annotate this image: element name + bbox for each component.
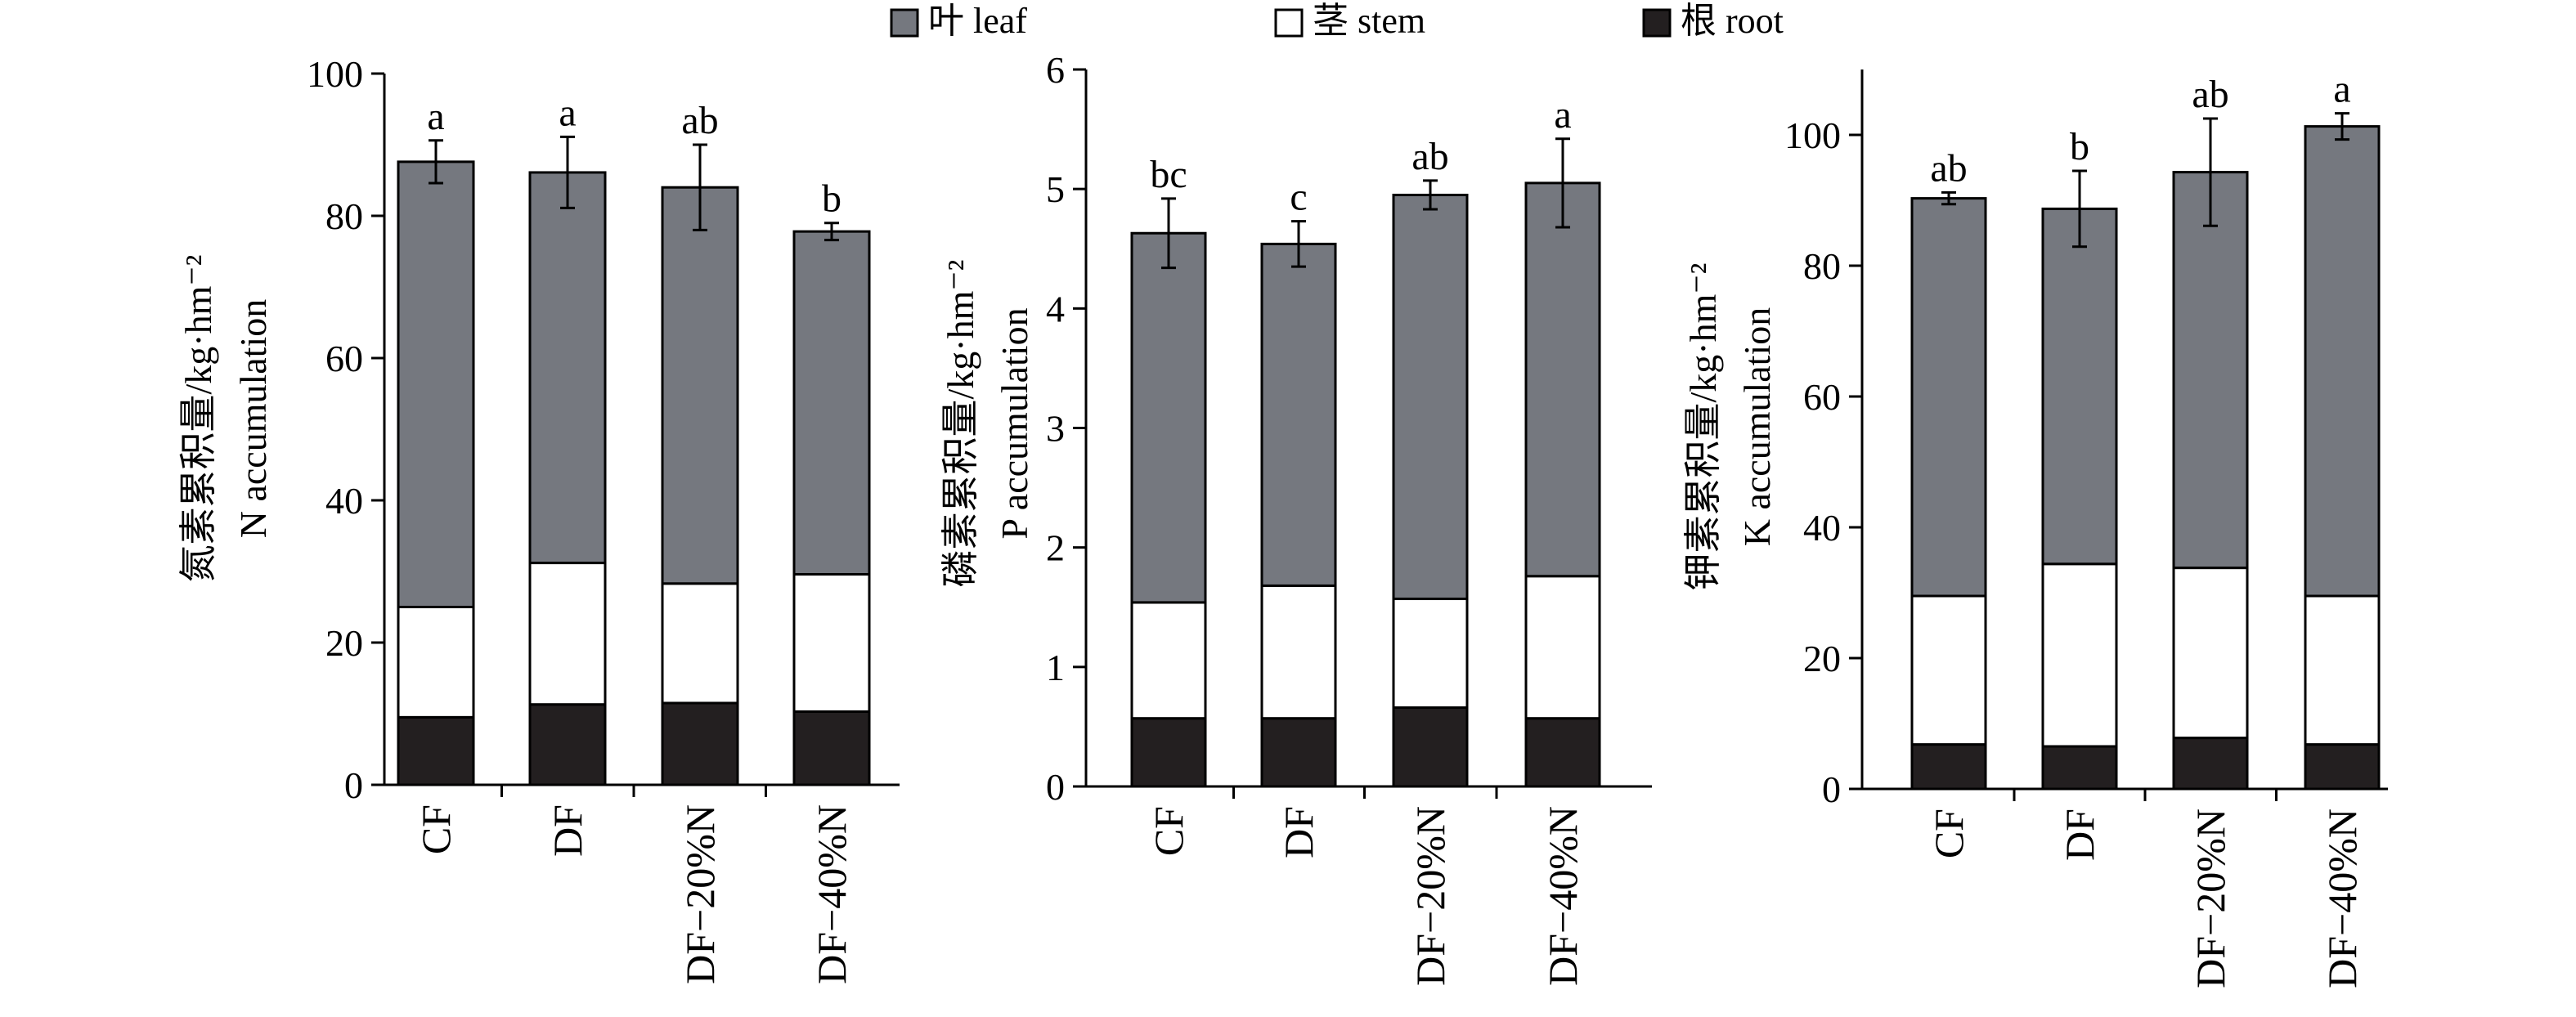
- panel-3-y-tick-label-80: 80: [1803, 245, 1841, 287]
- legend-swatch-2: [1274, 8, 1304, 38]
- panel-1-y-label-en: N accumulation: [232, 299, 274, 539]
- panel-1-bar-df-root: [528, 703, 607, 786]
- panel-2-bar-df-root: [1260, 717, 1337, 788]
- panel-1-y-label-cn: 氮素累积量/kg·hm⁻²: [177, 255, 219, 583]
- panel-1-bar-df-20-n-leaf: [661, 186, 739, 585]
- panel-3-y-tick-label-40: 40: [1803, 507, 1841, 549]
- panel-1-bar-df-stem: [528, 562, 607, 706]
- panel-2-significance-cf: bc: [1150, 153, 1187, 196]
- panel-2-bar-df-40-n-stem: [1524, 575, 1601, 720]
- panel-1-bar-df-40-n-root: [792, 710, 871, 786]
- panel-2-bar-cf-leaf: [1130, 231, 1207, 604]
- panel-1-bar-df-40-n-stem: [792, 572, 871, 713]
- panel-3-y-tick-label-20: 20: [1803, 638, 1841, 679]
- panel-1-significance-df-40-n: b: [822, 177, 841, 221]
- panel-1-significance-cf: a: [427, 95, 444, 138]
- panel-2-category-label-df: DF: [1276, 806, 1322, 858]
- panel-1-bar-df-20-n-stem: [661, 582, 739, 705]
- panel-1-bar-cf-stem: [397, 606, 475, 719]
- panel-3-bar-df-40-n-root: [2304, 743, 2381, 791]
- panel-1-bar-cf-root: [397, 715, 475, 786]
- panel-3-bar-df-leaf: [2041, 207, 2118, 566]
- panel-3-bar-cf-root: [1910, 743, 1987, 791]
- panel-3-bar-cf-stem: [1910, 594, 1987, 746]
- legend-label-1: 叶 leaf: [928, 1, 1027, 41]
- panel-2-bar-df-40-n-leaf: [1524, 181, 1601, 578]
- panel-1-y-tick-label-80: 80: [325, 195, 363, 237]
- panel-2-y-tick-label-3: 3: [1046, 408, 1065, 450]
- panel-1-y-tick-label-60: 60: [325, 338, 363, 379]
- panel-2-bar-cf-root: [1130, 717, 1207, 788]
- panel-3-y-label-cn: 钾素累积量/kg·hm⁻²: [1682, 263, 1724, 591]
- panel-2-y-tick-label-5: 5: [1046, 168, 1065, 210]
- panel-1-significance-df-20-n: ab: [681, 99, 718, 142]
- panel-2-bar-df-leaf: [1260, 242, 1337, 587]
- panel-2-significance-df-40-n: a: [1554, 93, 1571, 137]
- panel-3-bar-df-40-n-stem: [2304, 594, 2381, 746]
- panel-2-y-tick-label-6: 6: [1046, 49, 1065, 91]
- legend-swatch-1: [890, 8, 919, 38]
- panel-3-bar-df-20-n-leaf: [2172, 171, 2249, 570]
- panel-1-y-tick-label-100: 100: [307, 53, 363, 95]
- panel-1-y-tick-label-0: 0: [344, 764, 363, 806]
- panel-2-category-label-cf: CF: [1146, 806, 1192, 856]
- panel-1-category-label-df-20-n: DF−20%N: [677, 804, 723, 984]
- panel-3-category-label-cf: CF: [1926, 809, 1972, 858]
- panel-3-significance-df-20-n: ab: [2192, 73, 2228, 116]
- panel-2-bar-cf-stem: [1130, 601, 1207, 720]
- panel-2-bar-df-stem: [1260, 584, 1337, 720]
- panel-2-y-label-cn: 磷素累积量/kg·hm⁻²: [940, 260, 981, 588]
- panel-3-category-label-df: DF: [2057, 809, 2103, 861]
- panel-3-bar-df-stem: [2041, 562, 2118, 748]
- panel-3-bar-df-40-n-leaf: [2304, 125, 2381, 598]
- panel-1-bar-df-20-n-root: [661, 701, 739, 786]
- panel-3-y-tick-label-100: 100: [1784, 114, 1841, 156]
- panel-3-category-label-df-20-n: DF−20%N: [2188, 809, 2233, 988]
- panel-3-bar-df-root: [2041, 745, 2118, 791]
- panel-3-category-label-df-40-n: DF−40%N: [2319, 809, 2365, 988]
- panel-2-bar-df-20-n-stem: [1392, 598, 1469, 710]
- panel-1-y-tick-label-40: 40: [325, 480, 363, 522]
- panel-2-y-tick-label-0: 0: [1046, 766, 1065, 808]
- panel-3-significance-df: b: [2070, 125, 2089, 168]
- legend-swatch-3: [1642, 8, 1672, 38]
- panel-2-significance-df-20-n: ab: [1411, 135, 1448, 178]
- panel-1-category-label-df-40-n: DF−40%N: [809, 804, 855, 984]
- panel-2-y-tick-label-4: 4: [1046, 288, 1065, 329]
- panel-1-bar-cf-leaf: [397, 160, 475, 608]
- panel-2-y-tick-label-2: 2: [1046, 527, 1065, 569]
- panel-1-bar-df-leaf: [528, 171, 607, 565]
- panel-2-significance-df: c: [1290, 176, 1307, 219]
- panel-1-category-label-cf: CF: [413, 804, 459, 854]
- panel-2-category-label-df-20-n: DF−20%N: [1407, 806, 1453, 986]
- panel-2-bar-df-40-n-root: [1524, 717, 1601, 788]
- panel-1-category-label-df: DF: [545, 804, 590, 857]
- panel-2-y-label-en: P accumulation: [994, 307, 1035, 539]
- panel-3-y-label-en: K accumulation: [1736, 307, 1778, 547]
- panel-1-bar-df-40-n-leaf: [792, 230, 871, 576]
- panel-3-significance-df-40-n: a: [2333, 68, 2350, 111]
- panel-3-significance-cf: ab: [1930, 146, 1967, 190]
- panel-2-bar-df-20-n-root: [1392, 706, 1469, 788]
- panel-2-category-label-df-40-n: DF−40%N: [1540, 806, 1586, 986]
- panel-1-significance-df: a: [559, 91, 576, 134]
- panel-3-bar-df-20-n-stem: [2172, 567, 2249, 740]
- legend-label-2: 茎 stem: [1313, 1, 1425, 41]
- panel-2-y-tick-label-1: 1: [1046, 647, 1065, 688]
- panel-3-y-tick-label-60: 60: [1803, 376, 1841, 418]
- panel-3-bar-cf-leaf: [1910, 197, 1987, 598]
- panel-3-y-tick-label-0: 0: [1822, 768, 1841, 810]
- legend-label-3: 根 root: [1681, 1, 1784, 41]
- panel-1-y-tick-label-20: 20: [325, 622, 363, 664]
- panel-2-bar-df-20-n-leaf: [1392, 193, 1469, 601]
- panel-3-bar-df-20-n-root: [2172, 737, 2249, 791]
